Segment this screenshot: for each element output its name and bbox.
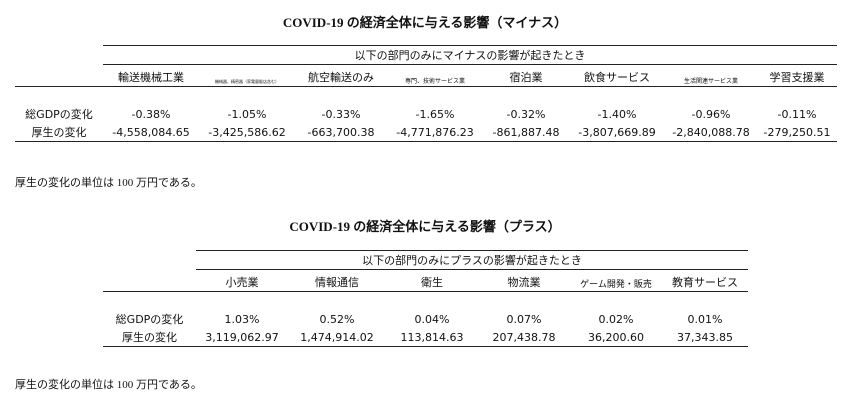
table-cell: -3,425,586.62 [199,123,295,142]
minus-span-header: 以下の部門のみにマイナスの影響が起きたとき [103,45,837,65]
row-label: 厚生の変化 [15,123,103,142]
table-cell: -279,250.51 [757,123,837,142]
table-row: 厚生の変化 -4,558,084.65 -3,425,586.62 -663,7… [15,123,837,142]
table-cell: 37,343.85 [662,328,748,347]
table-cell: -0.33% [321,107,361,121]
minus-col-header: 航空輸送のみ [295,64,387,87]
table-cell: -4,771,876.23 [387,123,483,142]
minus-col-header: 学習支援業 [757,64,837,87]
table-cell: -663,700.38 [295,123,387,142]
plus-col-header: 教育サービス [662,269,748,292]
minus-col-header: 輸送機械工業 [103,64,199,87]
table-cell: 36,200.60 [570,328,662,347]
table-cell: -1.40% [597,107,637,121]
minus-col-header: 専門、技術サービス業 [387,64,483,87]
table-cell: 1.03% [224,312,260,326]
table-cell: 207,438.78 [478,328,570,347]
table-cell: 113,814.63 [386,328,478,347]
table-row: 総GDPの変化 1.03% 0.52% 0.04% 0.07% 0.02% 0.… [103,310,748,328]
minus-table-title: COVID-19 の経済全体に与える影響（マイナス） [282,15,568,30]
minus-col-header: 生活関連サービス業 [665,64,757,87]
plus-col-header: 情報通信 [288,269,386,292]
table-cell: -0.38% [131,107,171,121]
table-cell: 0.52% [319,312,355,326]
table-cell: 0.01% [687,312,723,326]
plus-effect-table: 以下の部門のみにプラスの影響が起きたとき 小売業 情報通信 衛生 物流業 ゲーム… [103,250,748,347]
plus-col-header: 物流業 [478,269,570,292]
row-label: 厚生の変化 [103,328,196,347]
table-cell: -0.96% [691,107,731,121]
table-cell: -1.65% [415,107,455,121]
minus-col-header: 宿泊業 [483,64,569,87]
plus-col-header: 小売業 [196,269,288,292]
table-cell: 3,119,062.97 [196,328,288,347]
plus-col-header: 衛生 [386,269,478,292]
table-cell: 1,474,914.02 [288,328,386,347]
table-cell: -0.32% [506,107,546,121]
table-cell: -4,558,084.65 [103,123,199,142]
table-cell: 0.04% [414,312,450,326]
table-cell: -861,887.48 [483,123,569,142]
table-cell: -0.11% [777,107,817,121]
table-cell: -1.05% [227,107,267,121]
plus-col-header: ゲーム開発・販売 [570,269,662,292]
plus-table-title: COVID-19 の経済全体に与える影響（プラス） [289,219,561,234]
row-label: 総GDPの変化 [25,108,93,121]
minus-effect-table: 以下の部門のみにマイナスの影響が起きたとき 輸送機械工業 機械器、精密器（家電量… [15,45,837,142]
plus-span-header: 以下の部門のみにプラスの影響が起きたとき [196,250,748,270]
table-cell: -2,840,088.78 [665,123,757,142]
table-cell: -3,807,669.89 [569,123,665,142]
plus-unit-note: 厚生の変化の単位は 100 万円である。 [15,379,202,391]
minus-col-header: 飲食サービス [569,64,665,87]
minus-corner-cell [15,64,103,87]
minus-unit-note: 厚生の変化の単位は 100 万円である。 [15,177,202,189]
minus-col-header: 機械器、精密器（家電量販店含む） [199,64,295,87]
plus-corner-cell [103,269,196,292]
table-row: 厚生の変化 3,119,062.97 1,474,914.02 113,814.… [103,328,748,347]
table-cell: 0.02% [598,312,634,326]
row-label: 総GDPの変化 [115,313,184,326]
table-cell: 0.07% [506,312,542,326]
table-row: 総GDPの変化 -0.38% -1.05% -0.33% -1.65% -0.3… [15,105,837,123]
